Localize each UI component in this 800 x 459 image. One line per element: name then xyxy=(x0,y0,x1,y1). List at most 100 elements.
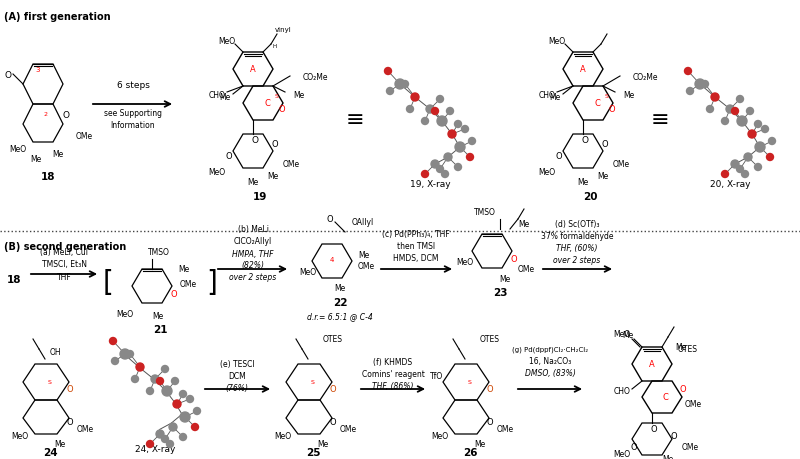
Circle shape xyxy=(157,378,163,385)
Text: CO₂Me: CO₂Me xyxy=(633,73,658,81)
Text: O: O xyxy=(486,385,494,394)
Circle shape xyxy=(466,154,474,161)
Text: HMDS, DCM: HMDS, DCM xyxy=(394,254,438,263)
Text: OMe: OMe xyxy=(340,425,357,434)
Text: Me: Me xyxy=(598,172,609,181)
Text: A: A xyxy=(649,360,655,369)
Circle shape xyxy=(111,358,118,365)
Circle shape xyxy=(186,396,194,403)
Circle shape xyxy=(754,121,762,128)
Circle shape xyxy=(685,68,691,75)
Text: TMSO: TMSO xyxy=(148,248,170,257)
Text: OMe: OMe xyxy=(682,442,699,452)
Text: O: O xyxy=(330,418,336,426)
Text: OMe: OMe xyxy=(180,280,197,289)
Text: OMe: OMe xyxy=(685,400,702,409)
Text: 6 steps: 6 steps xyxy=(117,80,150,90)
Circle shape xyxy=(162,386,172,396)
Text: MeO: MeO xyxy=(457,258,474,267)
Text: d.r.= 6.5:1 @ C-4: d.r.= 6.5:1 @ C-4 xyxy=(307,312,373,321)
Text: 24: 24 xyxy=(42,447,58,457)
Text: 24, X-ray: 24, X-ray xyxy=(135,444,175,453)
Text: Me: Me xyxy=(499,275,510,284)
Circle shape xyxy=(171,378,178,385)
Text: OMe: OMe xyxy=(497,425,514,434)
Text: ]: ] xyxy=(206,269,218,297)
Text: (a) MeLi, CuI: (a) MeLi, CuI xyxy=(40,248,88,257)
Text: over 2 steps: over 2 steps xyxy=(230,273,277,282)
Text: O: O xyxy=(609,105,615,114)
Text: DCM: DCM xyxy=(228,372,246,381)
Text: O: O xyxy=(66,385,74,394)
Text: OMe: OMe xyxy=(76,132,93,141)
Text: TMSCl, Et₃N: TMSCl, Et₃N xyxy=(42,260,86,269)
Circle shape xyxy=(411,94,419,102)
Text: O: O xyxy=(251,136,258,145)
Circle shape xyxy=(711,94,719,102)
Circle shape xyxy=(166,441,174,448)
Circle shape xyxy=(462,126,469,133)
Circle shape xyxy=(446,108,454,115)
Circle shape xyxy=(162,436,169,442)
Text: OAllyl: OAllyl xyxy=(352,218,374,227)
Text: A: A xyxy=(580,65,586,74)
Circle shape xyxy=(702,81,709,88)
Text: over 2 steps: over 2 steps xyxy=(554,256,601,265)
Text: OMe: OMe xyxy=(518,265,535,274)
Text: OTES: OTES xyxy=(323,335,343,344)
Circle shape xyxy=(746,108,754,115)
Circle shape xyxy=(151,375,159,383)
Text: Me: Me xyxy=(675,343,686,352)
Circle shape xyxy=(437,117,447,127)
Text: 18: 18 xyxy=(6,274,22,285)
Text: DMSO, (83%): DMSO, (83%) xyxy=(525,369,575,378)
Text: OMe: OMe xyxy=(358,262,375,271)
Text: Me: Me xyxy=(52,150,64,159)
Text: Me: Me xyxy=(54,440,66,448)
Text: Me: Me xyxy=(334,284,346,293)
Text: O: O xyxy=(630,442,638,452)
Text: O: O xyxy=(278,105,286,114)
Text: MeO: MeO xyxy=(11,431,29,441)
Text: THF, (86%): THF, (86%) xyxy=(372,382,414,391)
Text: Me: Me xyxy=(622,331,634,340)
Circle shape xyxy=(179,391,186,397)
Text: O: O xyxy=(326,215,334,224)
Text: (d) Sc(OTf)₃: (d) Sc(OTf)₃ xyxy=(554,220,599,229)
Text: Me: Me xyxy=(152,312,164,321)
Circle shape xyxy=(695,80,705,90)
Text: Me: Me xyxy=(474,440,486,448)
Circle shape xyxy=(395,80,405,90)
Text: 22: 22 xyxy=(333,297,347,308)
Text: Me: Me xyxy=(30,155,42,164)
Circle shape xyxy=(385,68,391,75)
Circle shape xyxy=(444,154,452,162)
Text: 19: 19 xyxy=(253,191,267,202)
Circle shape xyxy=(431,108,438,115)
Circle shape xyxy=(194,408,201,414)
Text: O: O xyxy=(650,425,658,434)
Text: 23: 23 xyxy=(493,287,507,297)
Circle shape xyxy=(126,351,134,358)
Text: Me: Me xyxy=(550,92,561,101)
Text: CO₂Me: CO₂Me xyxy=(303,73,329,81)
Text: ≡: ≡ xyxy=(650,110,670,130)
Circle shape xyxy=(442,171,449,178)
Circle shape xyxy=(156,430,164,438)
Text: Me: Me xyxy=(518,220,530,229)
Text: O: O xyxy=(602,140,608,149)
Circle shape xyxy=(737,96,743,103)
Text: O: O xyxy=(226,152,232,161)
Text: Comins' reagent: Comins' reagent xyxy=(362,369,425,379)
Circle shape xyxy=(422,118,429,125)
Text: O: O xyxy=(510,255,518,264)
Text: S: S xyxy=(311,380,315,385)
Circle shape xyxy=(455,143,465,153)
Circle shape xyxy=(469,138,475,145)
Text: 20, X-ray: 20, X-ray xyxy=(710,180,750,189)
Text: (e) TESCl: (e) TESCl xyxy=(220,360,254,369)
Circle shape xyxy=(110,338,117,345)
Text: O: O xyxy=(582,136,589,145)
Text: TfO: TfO xyxy=(430,372,444,381)
Text: (b) MeLi: (b) MeLi xyxy=(238,225,269,234)
